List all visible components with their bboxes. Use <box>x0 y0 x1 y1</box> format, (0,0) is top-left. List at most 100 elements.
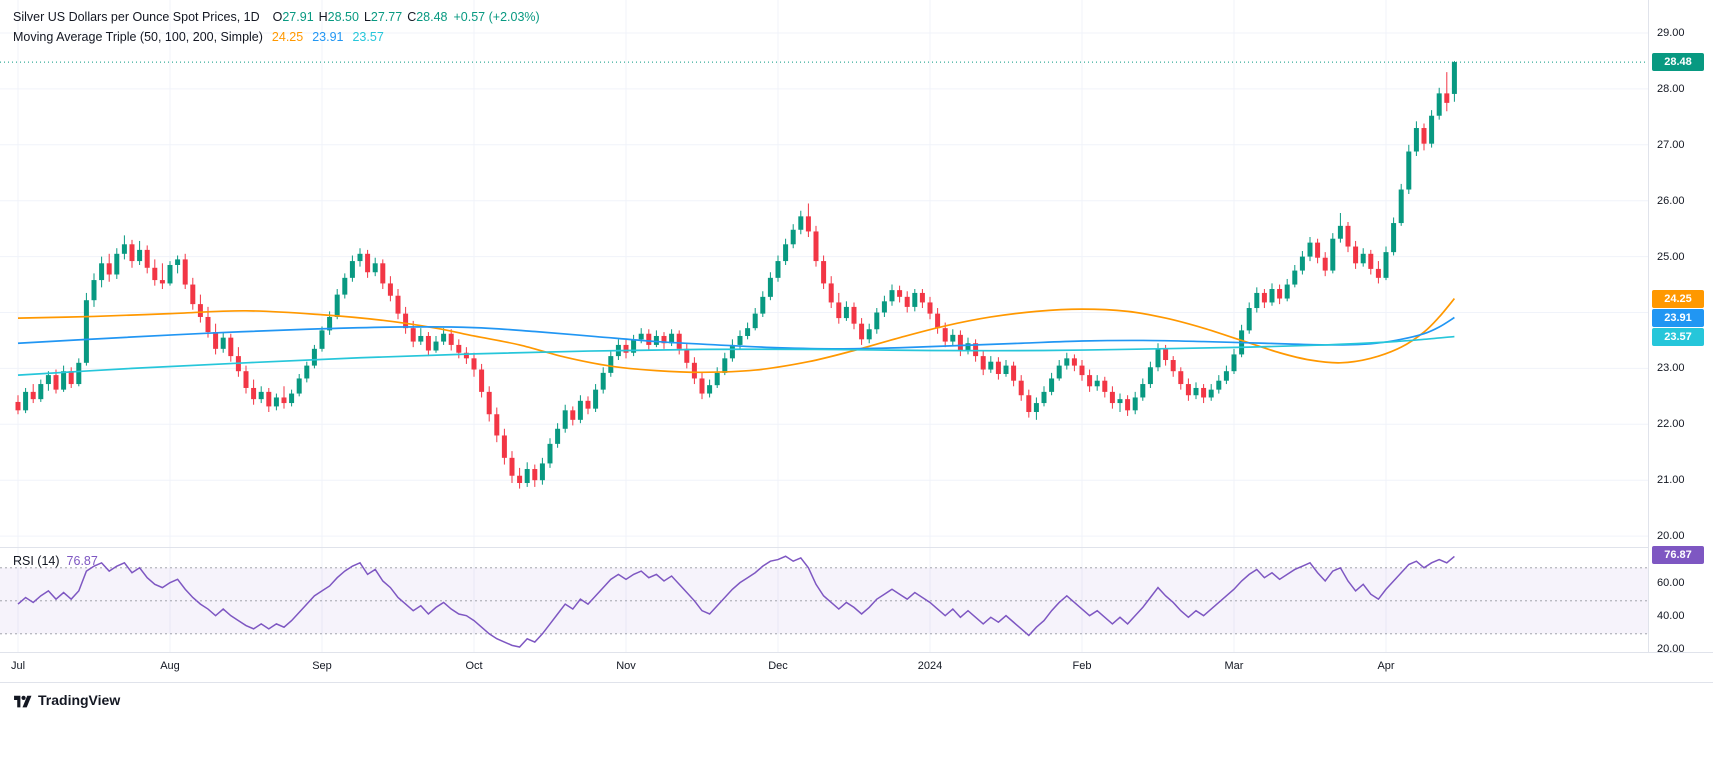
candle <box>121 235 127 260</box>
candle <box>418 328 424 345</box>
candle <box>15 395 21 415</box>
candle <box>471 352 477 377</box>
price-scale-label: 20.00 <box>1657 530 1685 543</box>
candle <box>539 457 545 485</box>
candle <box>266 387 272 413</box>
candle <box>1208 384 1214 401</box>
candle <box>380 259 386 290</box>
candle <box>228 333 234 362</box>
candle <box>144 245 150 274</box>
candle <box>881 295 887 317</box>
candle <box>456 339 462 359</box>
time-axis[interactable]: Jul Aug Sep Oct Nov Dec 2024 Feb Mar Apr <box>0 652 1713 682</box>
candle <box>167 261 173 286</box>
candle <box>805 203 811 238</box>
candle <box>334 289 340 320</box>
price-scale-label: 29.00 <box>1657 27 1685 39</box>
candle <box>866 323 872 344</box>
ma200-price-badge: 23.57 <box>1652 327 1704 346</box>
ma100-price-badge: 23.91 <box>1652 308 1704 327</box>
tradingview-attribution[interactable]: TradingView <box>13 692 120 708</box>
symbol-legend-row[interactable]: Silver US Dollars per Ounce Spot Prices,… <box>13 7 540 27</box>
time-label-dec: Dec <box>768 660 788 672</box>
candle <box>950 329 956 347</box>
candle <box>1147 361 1153 388</box>
candle <box>137 240 143 265</box>
candle <box>1201 384 1207 404</box>
candle <box>1071 354 1077 372</box>
time-label-apr: Apr <box>1377 660 1395 672</box>
candle <box>1170 356 1176 377</box>
candle <box>1231 348 1237 374</box>
candle <box>38 379 44 402</box>
candle <box>927 296 933 320</box>
candle <box>1307 237 1313 262</box>
candle <box>608 350 614 377</box>
candle <box>532 464 538 487</box>
candle <box>395 289 401 320</box>
time-label-jul: Jul <box>10 660 26 672</box>
candle <box>509 451 515 483</box>
candle <box>813 225 819 267</box>
candle <box>1178 367 1184 390</box>
time-label-aug: Aug <box>160 660 180 672</box>
candle <box>1216 375 1222 394</box>
candle <box>1094 375 1100 391</box>
candle <box>349 255 355 282</box>
candle <box>30 384 36 404</box>
candle <box>1185 378 1191 401</box>
price-scale-label: 23.00 <box>1657 362 1685 375</box>
candle <box>988 356 994 373</box>
candle <box>23 387 29 414</box>
sma-200-line <box>17 335 1455 376</box>
candle <box>1155 343 1161 372</box>
candle <box>828 276 834 309</box>
candle <box>699 372 705 400</box>
ma50-price-badge: 24.25 <box>1652 289 1704 308</box>
rsi-legend-row[interactable]: RSI (14) 76.87 <box>13 552 98 570</box>
low-value: 27.77 <box>370 10 403 24</box>
candle <box>919 289 925 309</box>
candle <box>798 210 804 235</box>
candle <box>403 306 409 334</box>
candle <box>213 323 219 355</box>
price-scale-label: 26.00 <box>1657 194 1685 207</box>
rsi-pane[interactable]: RSI (14) 76.87 <box>0 547 1648 652</box>
rsi-title: RSI (14) <box>13 554 60 568</box>
footer: TradingView <box>0 682 1713 716</box>
candle <box>752 308 758 331</box>
rsi-value: 76.87 <box>66 554 98 568</box>
candle <box>129 239 135 268</box>
candle <box>175 255 181 274</box>
candle <box>547 438 553 468</box>
candle <box>1421 123 1427 151</box>
candle <box>646 329 652 351</box>
candle <box>289 389 295 407</box>
ma-legend-row[interactable]: Moving Average Triple (50, 100, 200, Sim… <box>13 27 540 47</box>
candle <box>821 255 827 290</box>
candle <box>1345 221 1351 253</box>
candle <box>342 273 348 299</box>
candle <box>45 371 51 391</box>
candle <box>99 256 105 288</box>
price-chart-canvas[interactable] <box>0 0 1648 547</box>
symbol-title: Silver US Dollars per Ounce Spot Prices,… <box>13 10 260 24</box>
rsi-band <box>0 567 1648 634</box>
price-scale-label: 22.00 <box>1657 418 1685 431</box>
price-axis[interactable]: 29.00 28.00 27.00 26.00 25.00 23.00 22.00 21.00… <box>1648 0 1713 655</box>
price-scale-label: 25.00 <box>1657 250 1685 263</box>
candle <box>1413 121 1419 156</box>
candle <box>372 257 378 277</box>
candle <box>790 224 796 249</box>
candle <box>1223 365 1229 385</box>
candle <box>486 386 492 422</box>
candle <box>1406 144 1412 194</box>
change-value: +0.57 (+2.03%) <box>453 10 540 24</box>
candle <box>494 407 500 443</box>
candle <box>1018 375 1024 401</box>
candle <box>1337 212 1343 243</box>
main-price-pane[interactable]: Silver US Dollars per Ounce Spot Prices,… <box>0 0 1648 547</box>
sma-50-line <box>17 297 1456 374</box>
rsi-chart-canvas[interactable] <box>0 548 1648 652</box>
candle <box>555 423 561 448</box>
